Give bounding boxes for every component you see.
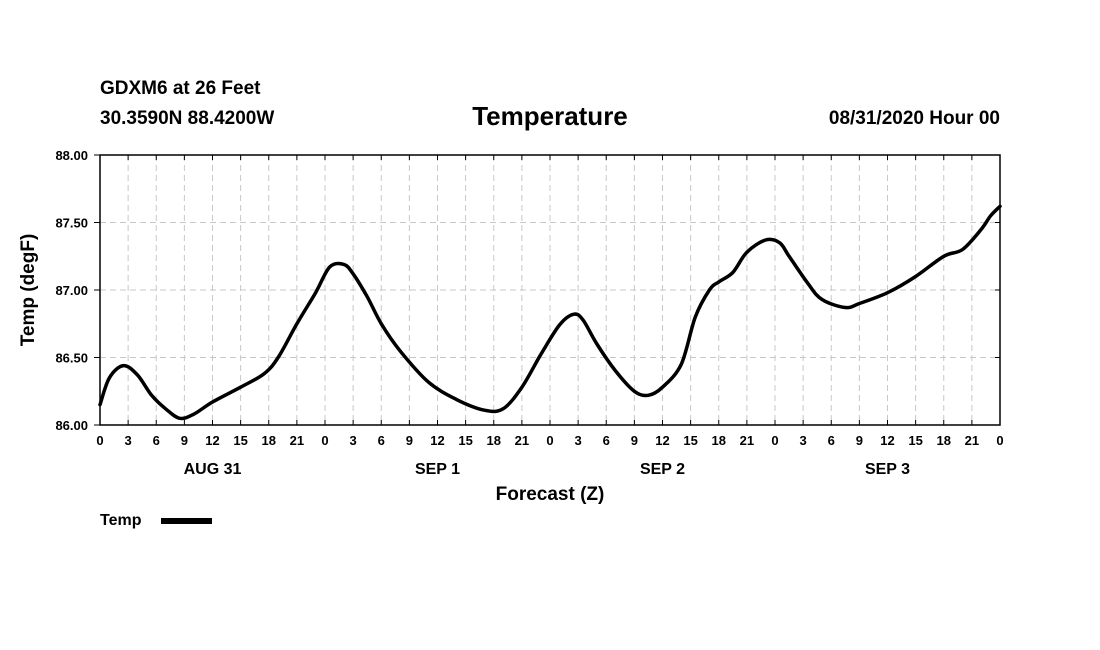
y-tick-label: 86.50 — [55, 351, 88, 366]
x-tick-label: 12 — [655, 433, 669, 448]
x-tick-label: 0 — [546, 433, 553, 448]
x-tick-label: 0 — [771, 433, 778, 448]
x-tick-label: 3 — [350, 433, 357, 448]
y-axis: 86.00 86.50 87.00 87.50 88.00 — [55, 148, 1000, 433]
x-tick-label: 3 — [125, 433, 132, 448]
x-tick-label: 6 — [603, 433, 610, 448]
x-tick-label: 18 — [937, 433, 951, 448]
y-tick-label: 86.00 — [55, 418, 88, 433]
station-label: GDXM6 at 26 Feet — [100, 78, 261, 99]
x-tick-label: 0 — [321, 433, 328, 448]
x-tick-label: 9 — [856, 433, 863, 448]
x-tick-label: 6 — [153, 433, 160, 448]
y-tick-label: 87.00 — [55, 283, 88, 298]
legend: Temp — [100, 512, 212, 529]
day-label: AUG 31 — [184, 461, 242, 478]
x-tick-label: 18 — [262, 433, 276, 448]
x-tick-label: 6 — [378, 433, 385, 448]
x-tick-label: 21 — [290, 433, 304, 448]
x-tick-label: 12 — [205, 433, 219, 448]
plot-frame — [99, 154, 1001, 426]
x-tick-label: 21 — [515, 433, 529, 448]
day-label: SEP 1 — [415, 461, 460, 478]
datetime-label: 08/31/2020 Hour 00 — [829, 108, 1000, 129]
y-tick-label: 88.00 — [55, 148, 88, 163]
grid — [100, 155, 1000, 425]
x-tick-label: 12 — [880, 433, 894, 448]
x-tick-label: 21 — [965, 433, 979, 448]
x-tick-label: 15 — [458, 433, 472, 448]
legend-label-temp: Temp — [100, 512, 142, 529]
x-tick-label: 15 — [683, 433, 697, 448]
coordinates-label: 30.3590N 88.4200W — [100, 108, 274, 129]
x-tick-label: 9 — [181, 433, 188, 448]
day-label: SEP 2 — [640, 461, 685, 478]
x-tick-label: 21 — [740, 433, 754, 448]
x-tick-label: 15 — [908, 433, 922, 448]
temp-series-line — [98, 204, 1002, 421]
x-tick-label: 6 — [828, 433, 835, 448]
x-tick-label: 0 — [96, 433, 103, 448]
x-tick-label: 18 — [487, 433, 501, 448]
x-tick-label: 3 — [575, 433, 582, 448]
x-tick-label: 18 — [712, 433, 726, 448]
x-axis: 0 3 6 9 12 15 18 21 0 3 6 9 12 15 18 21 0 3 6 9 12 15 18 21 0 3 6 9… — [96, 155, 1004, 448]
y-tick-label: 87.50 — [55, 216, 88, 231]
x-tick-label: 12 — [430, 433, 444, 448]
x-tick-label: 9 — [406, 433, 413, 448]
x-tick-label: 9 — [631, 433, 638, 448]
x-axis-label: Forecast (Z) — [496, 484, 605, 505]
day-labels: AUG 31 SEP 1 SEP 2 SEP 3 — [184, 461, 911, 478]
x-tick-label: 0 — [996, 433, 1003, 448]
day-label: SEP 3 — [865, 461, 910, 478]
x-tick-label: 15 — [233, 433, 247, 448]
chart-title: Temperature — [472, 101, 628, 131]
y-axis-label: Temp (degF) — [18, 234, 39, 347]
x-tick-label: 3 — [800, 433, 807, 448]
